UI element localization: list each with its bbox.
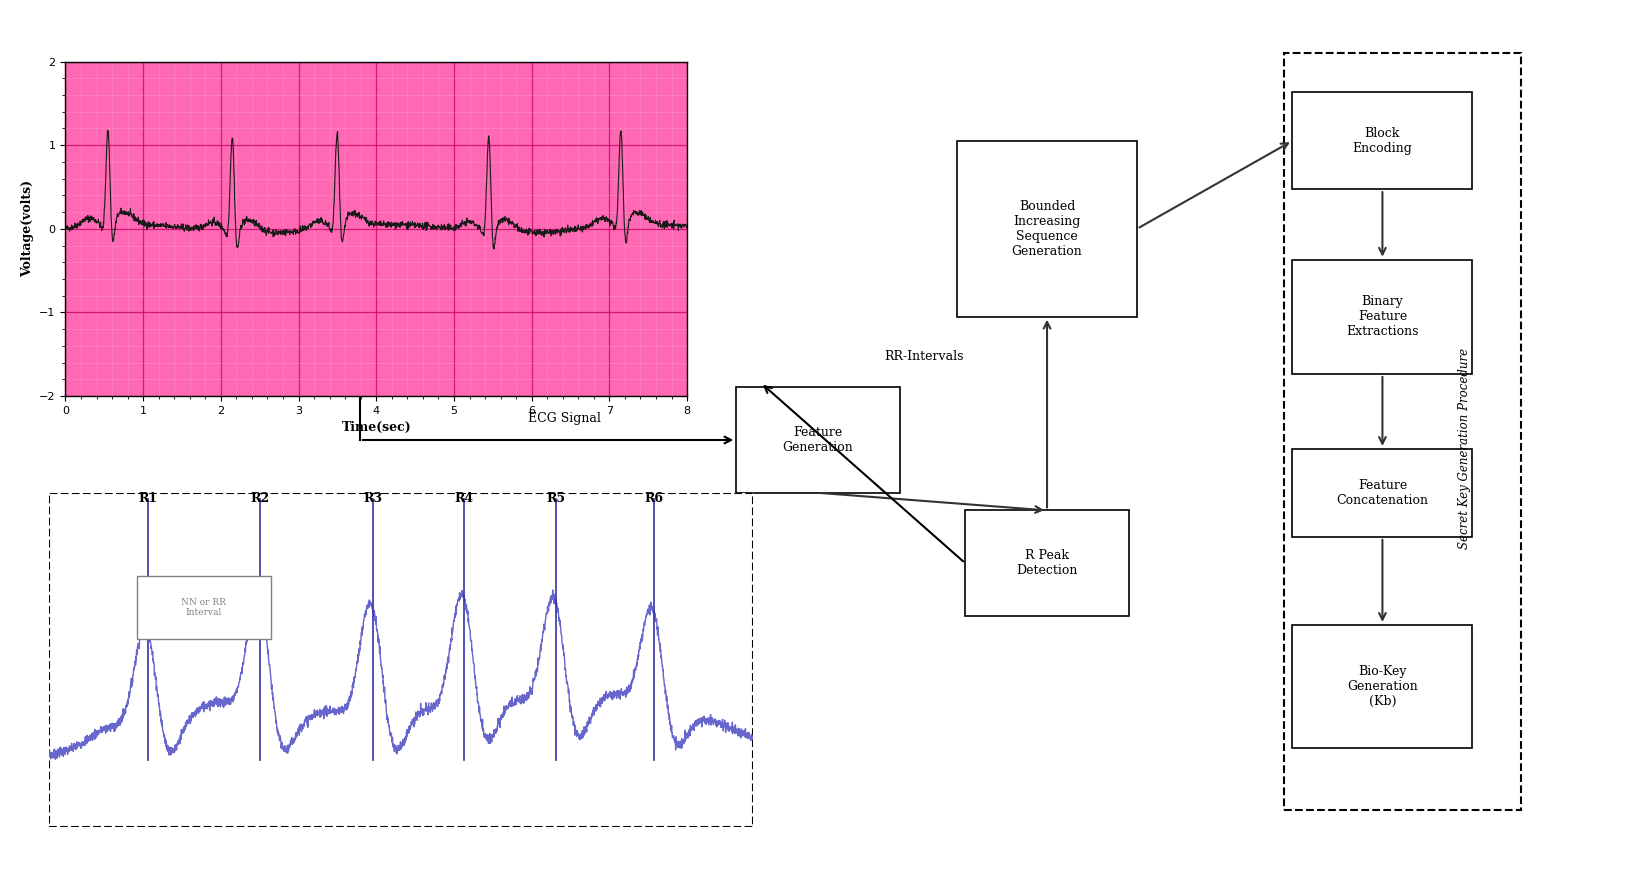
Text: NN or RR
Interval: NN or RR Interval bbox=[182, 598, 226, 617]
FancyBboxPatch shape bbox=[965, 510, 1129, 616]
Text: RR-Intervals: RR-Intervals bbox=[885, 350, 964, 363]
Text: Feature
Concatenation: Feature Concatenation bbox=[1337, 479, 1428, 507]
FancyBboxPatch shape bbox=[1292, 625, 1472, 748]
Text: R4: R4 bbox=[455, 492, 474, 505]
FancyBboxPatch shape bbox=[1292, 92, 1472, 189]
Text: Bio-Key
Generation
(Kb): Bio-Key Generation (Kb) bbox=[1346, 665, 1418, 708]
FancyBboxPatch shape bbox=[957, 141, 1137, 317]
Text: R5: R5 bbox=[546, 492, 564, 505]
FancyBboxPatch shape bbox=[1292, 260, 1472, 374]
Text: R1: R1 bbox=[137, 492, 157, 505]
FancyBboxPatch shape bbox=[49, 493, 753, 827]
Y-axis label: Voltage(volts): Voltage(volts) bbox=[21, 180, 34, 277]
Text: ECG Signal: ECG Signal bbox=[528, 412, 600, 424]
Text: Bounded
Increasing
Sequence
Generation: Bounded Increasing Sequence Generation bbox=[1011, 200, 1083, 258]
Text: R3: R3 bbox=[363, 492, 383, 505]
Text: Block
Encoding: Block Encoding bbox=[1353, 127, 1412, 155]
Text: Binary
Feature
Extractions: Binary Feature Extractions bbox=[1346, 296, 1418, 338]
X-axis label: Time(sec): Time(sec) bbox=[342, 422, 411, 434]
FancyBboxPatch shape bbox=[1292, 449, 1472, 537]
Text: R2: R2 bbox=[250, 492, 270, 505]
Text: Feature
Generation: Feature Generation bbox=[782, 426, 854, 454]
Text: Secret Key Generation Procedure: Secret Key Generation Procedure bbox=[1458, 348, 1471, 549]
FancyBboxPatch shape bbox=[137, 576, 270, 639]
Text: R6: R6 bbox=[645, 492, 664, 505]
FancyBboxPatch shape bbox=[736, 387, 900, 493]
Text: R Peak
Detection: R Peak Detection bbox=[1016, 549, 1078, 577]
